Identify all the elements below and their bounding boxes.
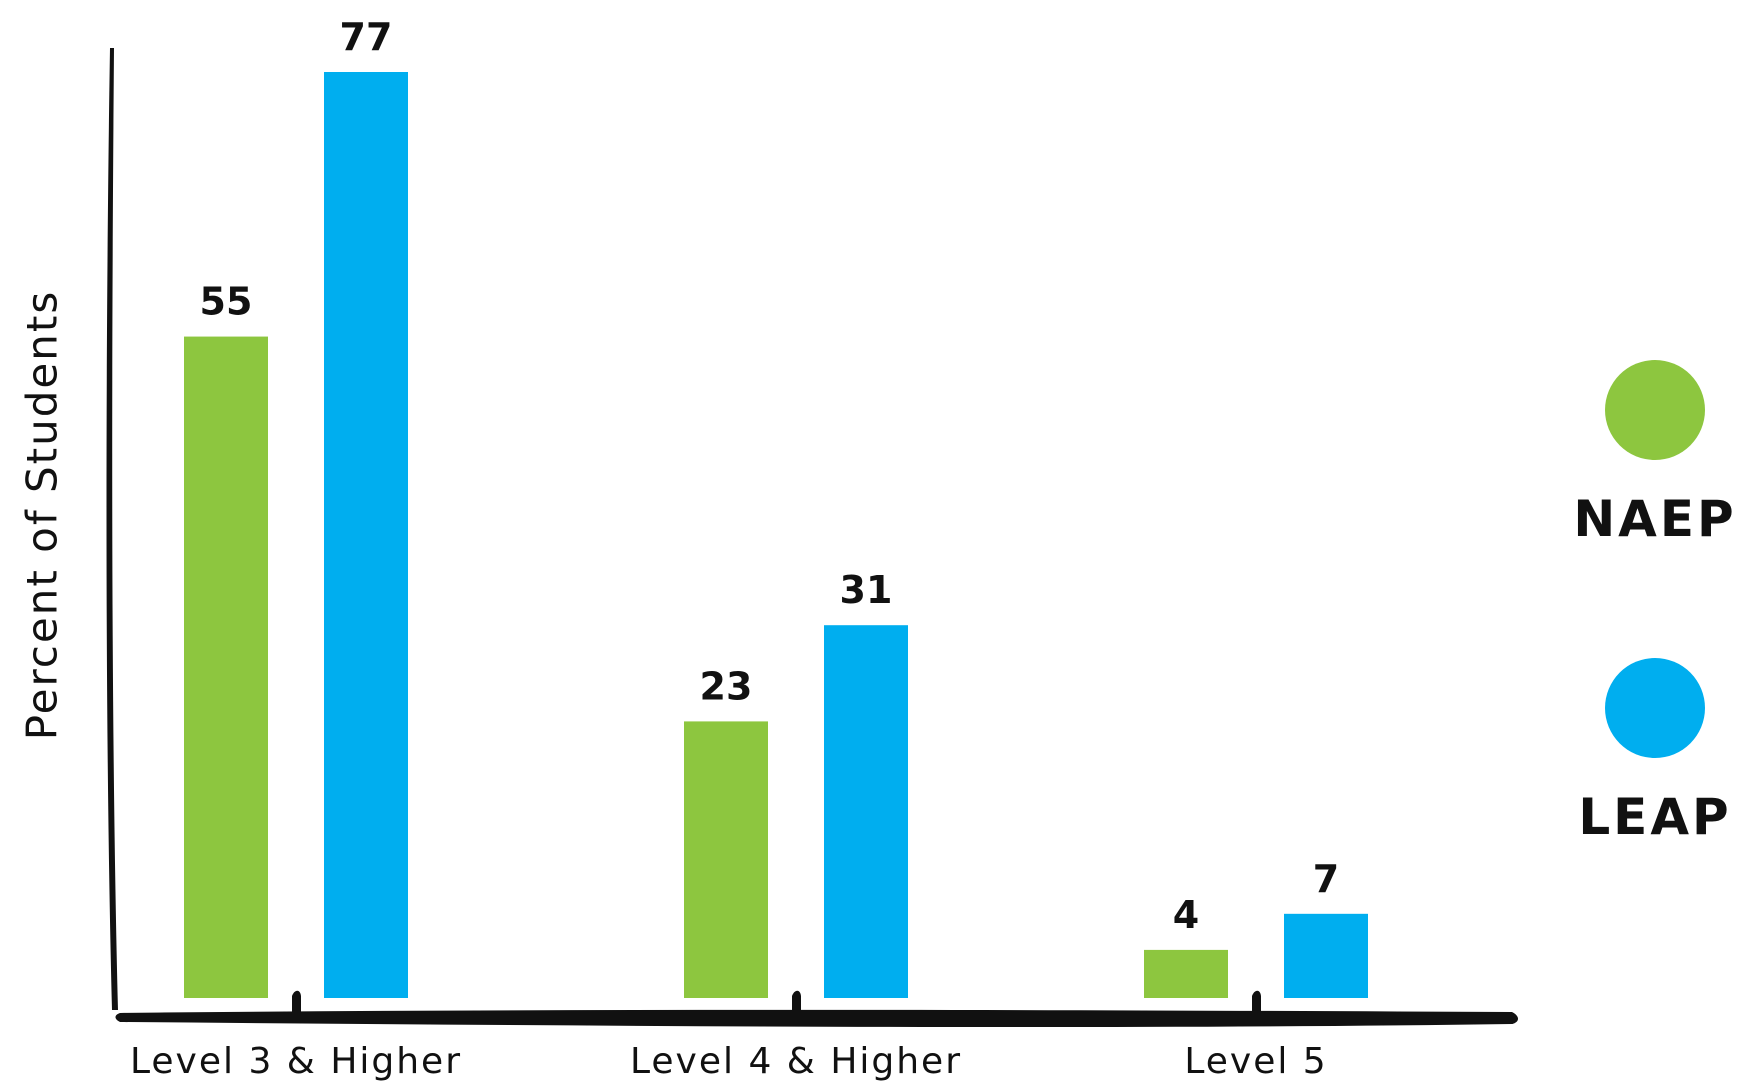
legend-item-naep: NAEP (1560, 360, 1750, 548)
legend-item-leap: LEAP (1560, 658, 1750, 846)
legend-swatch-naep (1605, 360, 1705, 460)
bar-naep-3 (1144, 949, 1228, 998)
value-label-leap-3: 7 (1313, 857, 1339, 901)
value-label-naep-1: 55 (200, 280, 253, 324)
value-label-naep-2: 23 (700, 664, 753, 708)
x-axis (115, 1009, 1518, 1028)
x-axis-tick-1 (292, 990, 301, 1016)
bar-leap-2 (824, 625, 908, 998)
bar-leap-3 (1284, 913, 1368, 998)
bar-naep-2 (684, 721, 768, 998)
value-label-leap-2: 31 (840, 568, 893, 612)
x-tick-label-1: Level 3 & Higher (130, 1041, 462, 1082)
bar-leap-1 (324, 72, 408, 998)
legend-swatch-leap (1605, 658, 1705, 758)
y-axis (106, 48, 118, 1010)
value-label-naep-3: 4 (1173, 893, 1199, 937)
x-axis-tick-2 (792, 990, 801, 1016)
bar-naep-1 (184, 336, 268, 999)
value-label-leap-1: 77 (340, 15, 393, 59)
x-axis-tick-3 (1252, 990, 1261, 1016)
y-axis-label: Percent of Students (17, 289, 67, 741)
legend-label-naep: NAEP (1573, 490, 1737, 548)
x-tick-label-3: Level 5 (1184, 1041, 1327, 1082)
legend-label-leap: LEAP (1578, 788, 1732, 846)
x-tick-label-2: Level 4 & Higher (630, 1041, 962, 1082)
